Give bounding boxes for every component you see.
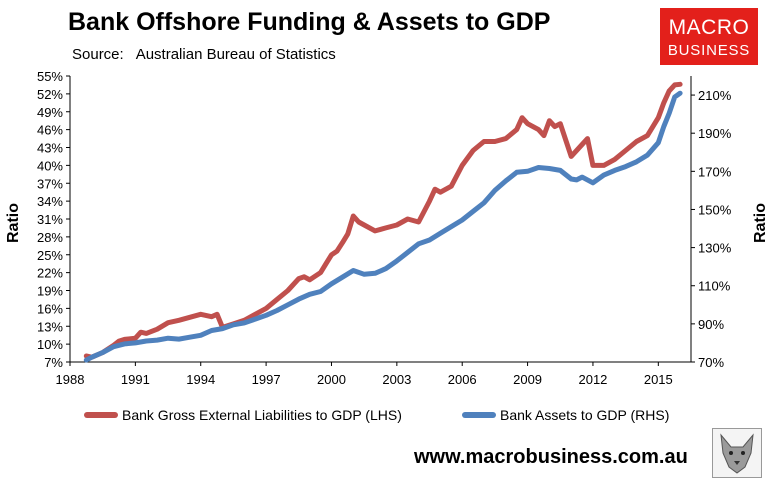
x-tick-label: 2012 — [578, 372, 607, 387]
right-y-tick-label: 210% — [698, 88, 732, 103]
macrobusiness-logo: MACRO BUSINESS — [660, 8, 758, 65]
right-y-tick-label: 90% — [698, 317, 724, 332]
left-y-tick-label: 40% — [37, 158, 63, 173]
chart-title: Bank Offshore Funding & Assets to GDP — [68, 8, 551, 36]
left-y-tick-label: 49% — [37, 105, 63, 120]
left-y-tick-label: 46% — [37, 123, 63, 138]
logo-line-1: MACRO — [668, 16, 750, 39]
x-tick-label: 2003 — [382, 372, 411, 387]
series-line-assets-rhs — [83, 90, 683, 363]
website-url: www.macrobusiness.com.au — [414, 446, 688, 468]
right-y-tick-label: 150% — [698, 202, 732, 217]
legend-label-rhs: Bank Assets to GDP (RHS) — [500, 407, 670, 423]
x-tick-label: 1988 — [56, 372, 85, 387]
right-y-tick-label: 130% — [698, 241, 732, 256]
x-tick-label: 2006 — [448, 372, 477, 387]
series-line-liabilities-lhs — [83, 81, 683, 360]
right-y-tick-label: 110% — [698, 279, 731, 294]
left-y-tick-label: 31% — [37, 212, 63, 227]
x-tick-label: 2015 — [644, 372, 673, 387]
left-y-tick-label: 10% — [37, 337, 63, 352]
source-label: Source: — [72, 46, 124, 63]
right-y-tick-label: 190% — [698, 126, 732, 141]
left-y-tick-label: 28% — [37, 230, 63, 245]
left-y-tick-label: 16% — [37, 301, 63, 316]
left-y-tick-label: 22% — [37, 266, 63, 281]
left-y-tick-label: 43% — [37, 141, 63, 156]
x-tick-label: 2000 — [317, 372, 346, 387]
x-tick-label: 1994 — [186, 372, 215, 387]
x-tick-label: 1997 — [252, 372, 281, 387]
source-line: Source: Australian Bureau of Statistics — [72, 46, 336, 63]
x-tick-label: 2009 — [513, 372, 542, 387]
left-y-tick-label: 25% — [37, 248, 63, 263]
x-tick-label: 1991 — [121, 372, 150, 387]
legend-swatch-rhs — [462, 412, 496, 418]
left-y-tick-label: 7% — [44, 355, 63, 370]
left-y-tick-label: 55% — [37, 69, 63, 84]
legend-item-rhs: Bank Assets to GDP (RHS) — [462, 407, 669, 423]
logo-line-2: BUSINESS — [667, 42, 751, 59]
right-y-tick-label: 70% — [698, 355, 724, 370]
legend-swatch-lhs — [84, 412, 118, 418]
left-y-tick-label: 13% — [37, 319, 63, 334]
left-y-tick-label: 52% — [37, 87, 63, 102]
source-value: Australian Bureau of Statistics — [135, 46, 336, 63]
legend-label-lhs: Bank Gross External Liabilities to GDP (… — [122, 407, 402, 423]
right-y-tick-label: 170% — [698, 164, 732, 179]
legend-item-lhs: Bank Gross External Liabilities to GDP (… — [84, 407, 402, 423]
wolf-emblem-icon — [712, 428, 762, 478]
left-y-tick-label: 19% — [37, 284, 63, 299]
left-y-tick-label: 37% — [37, 176, 63, 191]
left-y-tick-label: 34% — [37, 194, 63, 209]
